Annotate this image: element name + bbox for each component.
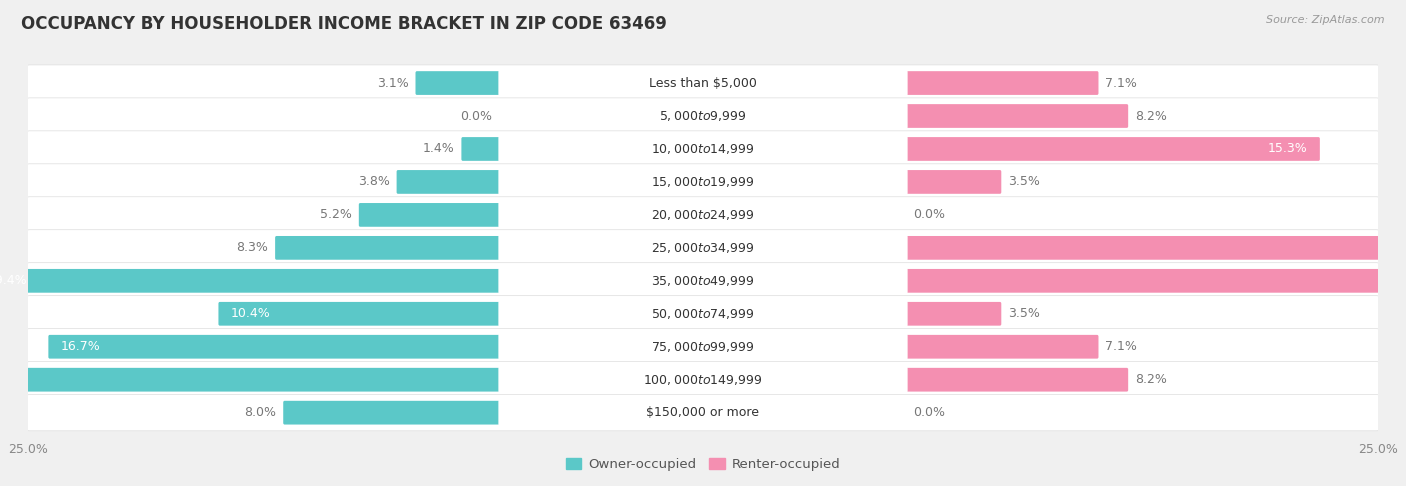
Text: $75,000 to $99,999: $75,000 to $99,999 <box>651 340 755 354</box>
FancyBboxPatch shape <box>499 104 502 128</box>
Text: 3.1%: 3.1% <box>377 76 409 89</box>
Text: 0.0%: 0.0% <box>914 406 946 419</box>
FancyBboxPatch shape <box>25 395 1381 431</box>
FancyBboxPatch shape <box>25 131 1381 167</box>
Text: Less than $5,000: Less than $5,000 <box>650 76 756 89</box>
FancyBboxPatch shape <box>25 263 1381 299</box>
FancyBboxPatch shape <box>498 399 908 427</box>
FancyBboxPatch shape <box>498 168 908 196</box>
FancyBboxPatch shape <box>276 236 502 260</box>
Text: $5,000 to $9,999: $5,000 to $9,999 <box>659 109 747 123</box>
FancyBboxPatch shape <box>904 203 907 227</box>
FancyBboxPatch shape <box>498 102 908 130</box>
FancyBboxPatch shape <box>218 302 502 326</box>
Text: $150,000 or more: $150,000 or more <box>647 406 759 419</box>
FancyBboxPatch shape <box>498 267 908 295</box>
Text: 19.4%: 19.4% <box>0 274 27 287</box>
Text: 8.2%: 8.2% <box>1135 373 1167 386</box>
FancyBboxPatch shape <box>904 269 1406 293</box>
FancyBboxPatch shape <box>498 366 908 394</box>
FancyBboxPatch shape <box>25 164 1381 200</box>
Text: 3.5%: 3.5% <box>1008 307 1040 320</box>
FancyBboxPatch shape <box>498 300 908 328</box>
Text: $10,000 to $14,999: $10,000 to $14,999 <box>651 142 755 156</box>
FancyBboxPatch shape <box>25 197 1381 233</box>
FancyBboxPatch shape <box>0 269 502 293</box>
FancyBboxPatch shape <box>904 170 1001 194</box>
FancyBboxPatch shape <box>498 234 908 261</box>
Text: 8.3%: 8.3% <box>236 242 269 254</box>
Text: 3.8%: 3.8% <box>359 175 389 189</box>
Text: OCCUPANCY BY HOUSEHOLDER INCOME BRACKET IN ZIP CODE 63469: OCCUPANCY BY HOUSEHOLDER INCOME BRACKET … <box>21 15 666 33</box>
FancyBboxPatch shape <box>904 302 1001 326</box>
FancyBboxPatch shape <box>0 368 502 392</box>
Text: $50,000 to $74,999: $50,000 to $74,999 <box>651 307 755 321</box>
FancyBboxPatch shape <box>904 71 1098 95</box>
Text: 5.2%: 5.2% <box>321 208 352 222</box>
FancyBboxPatch shape <box>904 401 907 425</box>
Text: 3.5%: 3.5% <box>1008 175 1040 189</box>
Text: Source: ZipAtlas.com: Source: ZipAtlas.com <box>1267 15 1385 25</box>
Text: 8.2%: 8.2% <box>1135 109 1167 122</box>
Text: 16.7%: 16.7% <box>60 340 100 353</box>
FancyBboxPatch shape <box>904 335 1098 359</box>
Text: $100,000 to $149,999: $100,000 to $149,999 <box>644 373 762 387</box>
Text: 10.4%: 10.4% <box>231 307 270 320</box>
FancyBboxPatch shape <box>904 236 1406 260</box>
FancyBboxPatch shape <box>25 329 1381 365</box>
FancyBboxPatch shape <box>498 69 908 97</box>
Text: 7.1%: 7.1% <box>1105 76 1137 89</box>
FancyBboxPatch shape <box>498 201 908 229</box>
FancyBboxPatch shape <box>25 295 1381 332</box>
FancyBboxPatch shape <box>25 65 1381 101</box>
Text: 15.3%: 15.3% <box>1268 142 1308 156</box>
FancyBboxPatch shape <box>904 368 1128 392</box>
FancyBboxPatch shape <box>498 135 908 163</box>
Text: $35,000 to $49,999: $35,000 to $49,999 <box>651 274 755 288</box>
FancyBboxPatch shape <box>283 401 502 425</box>
Text: 0.0%: 0.0% <box>460 109 492 122</box>
Text: $15,000 to $19,999: $15,000 to $19,999 <box>651 175 755 189</box>
Text: $20,000 to $24,999: $20,000 to $24,999 <box>651 208 755 222</box>
Text: $25,000 to $34,999: $25,000 to $34,999 <box>651 241 755 255</box>
FancyBboxPatch shape <box>359 203 502 227</box>
FancyBboxPatch shape <box>904 104 1128 128</box>
FancyBboxPatch shape <box>498 333 908 361</box>
FancyBboxPatch shape <box>904 137 1320 161</box>
Text: 0.0%: 0.0% <box>914 208 946 222</box>
FancyBboxPatch shape <box>461 137 502 161</box>
FancyBboxPatch shape <box>25 230 1381 266</box>
FancyBboxPatch shape <box>48 335 502 359</box>
FancyBboxPatch shape <box>396 170 502 194</box>
FancyBboxPatch shape <box>416 71 502 95</box>
Text: 7.1%: 7.1% <box>1105 340 1137 353</box>
Legend: Owner-occupied, Renter-occupied: Owner-occupied, Renter-occupied <box>560 453 846 476</box>
FancyBboxPatch shape <box>25 98 1381 134</box>
FancyBboxPatch shape <box>25 362 1381 398</box>
Text: 8.0%: 8.0% <box>245 406 277 419</box>
Text: 1.4%: 1.4% <box>423 142 454 156</box>
